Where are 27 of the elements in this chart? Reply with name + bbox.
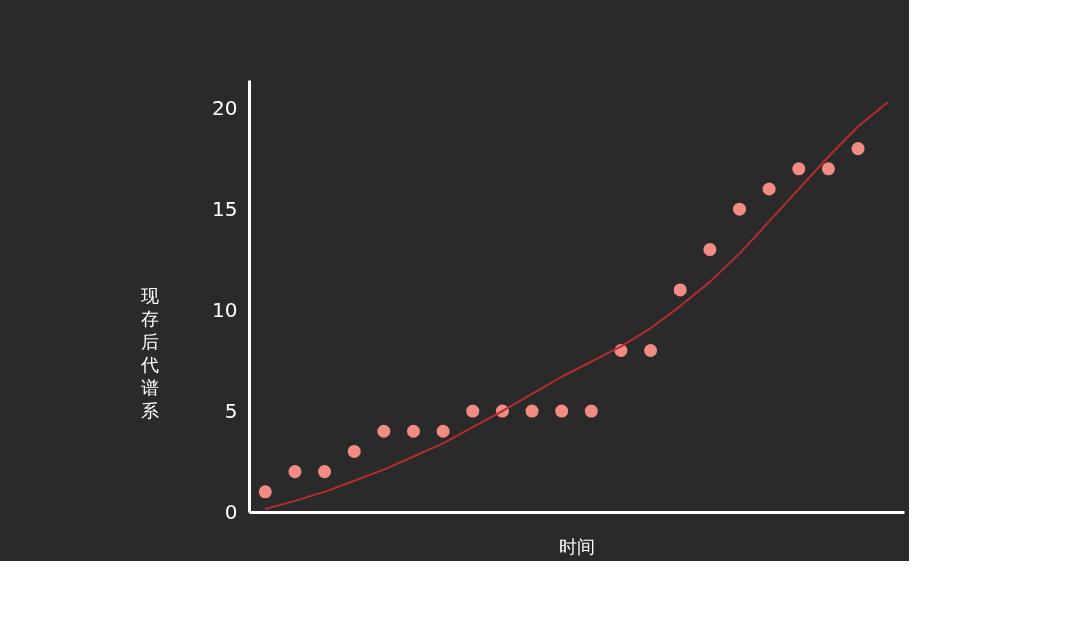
y-tick-label: 15	[212, 196, 238, 221]
y-axis-title: 现存后代谱系	[139, 284, 159, 421]
point	[821, 162, 835, 176]
point	[732, 202, 747, 216]
x-axis-title: 时间	[559, 535, 595, 557]
point	[258, 485, 272, 499]
line-series	[264, 101, 889, 510]
point	[347, 444, 361, 458]
point	[436, 424, 450, 438]
point	[792, 162, 806, 176]
point	[377, 424, 391, 438]
point	[762, 182, 776, 196]
y-tick-label: 10	[212, 297, 238, 322]
point	[466, 404, 480, 418]
point	[406, 424, 421, 438]
y-tick-label: 0	[224, 499, 238, 524]
point	[851, 142, 865, 156]
y-tick-label: 20	[212, 95, 238, 120]
point	[584, 404, 598, 418]
point	[703, 243, 717, 257]
point	[673, 283, 687, 297]
y-tick-label: 5	[224, 398, 238, 423]
point	[644, 344, 658, 358]
point	[525, 404, 539, 418]
point	[288, 465, 302, 479]
point	[318, 465, 332, 479]
point	[555, 404, 569, 418]
